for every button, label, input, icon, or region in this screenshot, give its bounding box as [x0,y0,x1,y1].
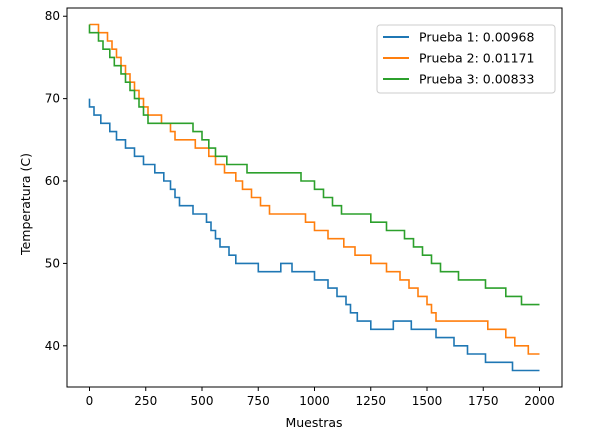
y-tick-label: 50 [45,256,60,270]
x-tick-label: 500 [191,394,214,408]
x-tick-label: 2000 [524,394,555,408]
series-line-3 [88,24,540,306]
y-tick-label: 60 [45,174,60,188]
series-line-2 [89,23,540,355]
x-axis-label: Muestras [285,415,342,430]
y-tick-label: 80 [45,9,60,23]
axes-layer: 0 250 500 750 1000 1250 1500 1750 2000 40 50 60 70 80 [45,7,563,408]
x-tick-label: 250 [134,394,157,408]
x-tick-label: 0 [86,394,94,408]
series-line-1 [88,98,540,372]
x-tick-label: 1500 [412,394,443,408]
series-layer [88,23,540,372]
y-tick-label: 70 [45,92,60,106]
y-tick-label: 40 [45,339,60,353]
legend-label-2: Prueba 2: 0.01171 [419,51,534,66]
x-tick-label: 1250 [355,394,386,408]
legend-label-3: Prueba 3: 0.00833 [419,72,534,87]
legend-label-1: Prueba 1: 0.00968 [419,30,535,45]
y-axis-label: Temperatura (C) [18,153,33,256]
x-tick-label: 1000 [299,394,330,408]
legend: Prueba 1: 0.00968 Prueba 2: 0.01171 Prueba… [376,24,556,94]
legend-box [376,24,556,94]
x-tick-label: 1750 [468,394,499,408]
x-tick-label: 750 [247,394,270,408]
